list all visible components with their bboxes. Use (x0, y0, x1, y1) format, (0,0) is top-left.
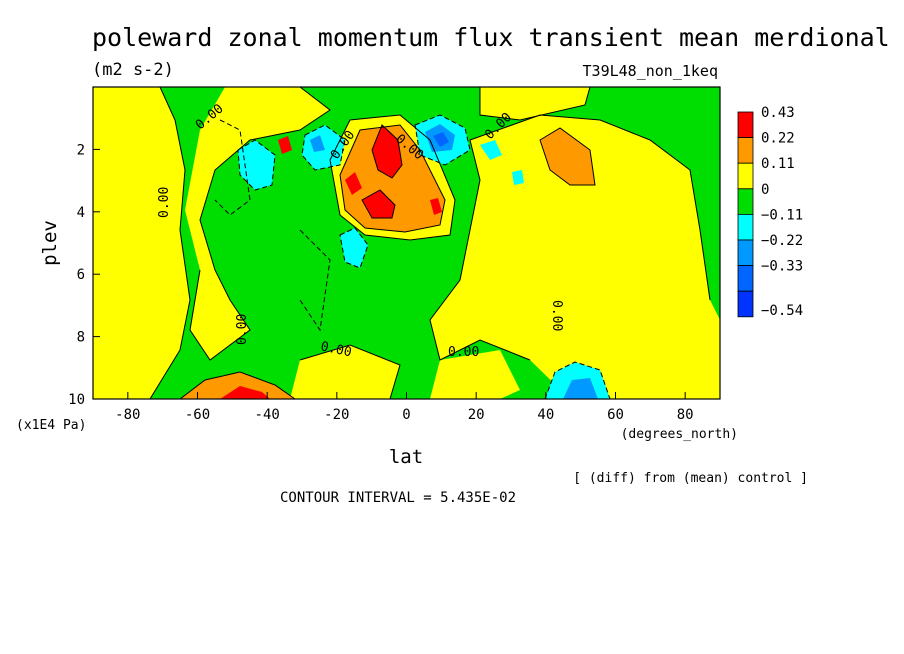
contour-label: 0.00 (319, 339, 353, 360)
legend-label: 0 (761, 182, 769, 198)
region-red-4 (220, 386, 270, 399)
x-tick-label: -80 (115, 407, 140, 423)
neg-contour-7 (299, 229, 331, 332)
y-axis-label: plev (39, 220, 61, 266)
contour-line-2 (189, 87, 331, 361)
contour-label: 0.00 (235, 314, 250, 345)
legend-swatch (737, 290, 754, 318)
region-yellow-southern (93, 87, 190, 399)
y-tick-label: 2 (77, 142, 85, 158)
region-blue-4 (310, 135, 325, 152)
legend-label: 0.11 (761, 156, 795, 172)
legend-label: −0.22 (761, 233, 803, 249)
region-red-6 (430, 198, 442, 215)
region-cyan-1 (238, 140, 275, 190)
y-tick-label: 4 (77, 205, 85, 221)
x-axis-units: (degrees_north) (621, 427, 738, 442)
x-axis-label: lat (389, 446, 423, 468)
contour-label: 0.00 (448, 345, 479, 360)
x-axis: -80 -60 -40 -20 0 20 40 60 80 (115, 392, 694, 423)
legend-label: −0.54 (761, 303, 803, 319)
y-tick-label: 10 (68, 392, 85, 408)
region-orange-north (540, 128, 595, 185)
contour-line-6 (339, 124, 446, 233)
contour-line-7 (539, 127, 596, 186)
region-blue-3 (563, 378, 598, 399)
legend-swatch (737, 213, 754, 241)
contour-lines (149, 87, 711, 399)
legend-label: −0.11 (761, 207, 803, 223)
x-tick-label: 80 (677, 407, 694, 423)
contour-line-9 (361, 189, 396, 219)
x-tick-label: -40 (255, 407, 280, 423)
legend-swatch (737, 239, 754, 267)
contour-line-8 (371, 124, 403, 179)
y-tick-label: 8 (77, 330, 85, 346)
contour-line-4 (429, 139, 531, 361)
legend-swatch (737, 188, 754, 215)
region-cyan-6 (480, 140, 502, 160)
region-yellow-north-top (480, 87, 590, 120)
legend-label: 0.22 (761, 131, 795, 147)
x-tick-label: 0 (402, 407, 410, 423)
legend-swatch (737, 162, 754, 190)
legend-label: −0.33 (761, 259, 803, 275)
legend-label: 0.43 (761, 105, 795, 121)
x-tick-label: -60 (185, 407, 210, 423)
negative-contour-lines (214, 114, 611, 399)
region-yellow-north (430, 115, 720, 399)
contour-interval: CONTOUR INTERVAL = 5.435E-02 (280, 490, 516, 506)
region-yellow-south-mid (185, 87, 330, 360)
y-axis: 2 4 6 8 10 (68, 142, 100, 408)
contour-line-11 (299, 344, 401, 399)
contour-line-12 (479, 87, 591, 121)
region-red-1 (372, 125, 402, 178)
neg-contour-4 (339, 227, 369, 269)
experiment-label: T39L48_non_1keq (583, 62, 718, 80)
contour-label: 0.00 (549, 300, 564, 331)
x-tick-label: 40 (537, 407, 554, 423)
legend-swatch (737, 265, 754, 292)
diff-note: [ (diff) from (mean) control ] (573, 471, 808, 486)
contour-line-5 (329, 114, 456, 241)
x-tick-label: 60 (607, 407, 624, 423)
region-cyan-7 (512, 170, 524, 185)
region-yellow-lower-mid (290, 345, 400, 399)
region-red-5 (278, 136, 292, 154)
x-tick-label: -20 (324, 407, 349, 423)
legend-swatch (737, 111, 754, 139)
plot-area: 0.00 0.00 0.00 0.00 0.00 0.00 0.00 0.00 … (68, 86, 721, 423)
legend-swatch (737, 137, 754, 164)
color-legend: 0.43 0.22 0.11 0 −0.11 −0.22 −0.33 −0.54 (737, 105, 803, 319)
contour-label: 0.00 (157, 187, 172, 218)
contour-line-10 (179, 371, 296, 399)
neg-contour-5 (544, 361, 611, 399)
region-orange-south-bottom (180, 372, 295, 399)
region-cyan-4 (340, 228, 368, 268)
region-blue-2 (433, 132, 449, 147)
neg-contour-2 (301, 124, 346, 171)
region-yellow-lower-right (430, 350, 520, 399)
x-tick-label: 20 (468, 407, 485, 423)
chart-title: poleward zonal momentum flux transient m… (92, 23, 890, 52)
contour-line-1 (149, 87, 191, 399)
region-red-3 (345, 172, 362, 195)
neg-contour-1 (237, 139, 276, 191)
neg-contour-3 (414, 114, 471, 166)
y-tick-label: 6 (77, 267, 85, 283)
chart-units: (m2 s-2) (92, 60, 174, 80)
y-axis-units: (x1E4 Pa) (16, 418, 86, 433)
